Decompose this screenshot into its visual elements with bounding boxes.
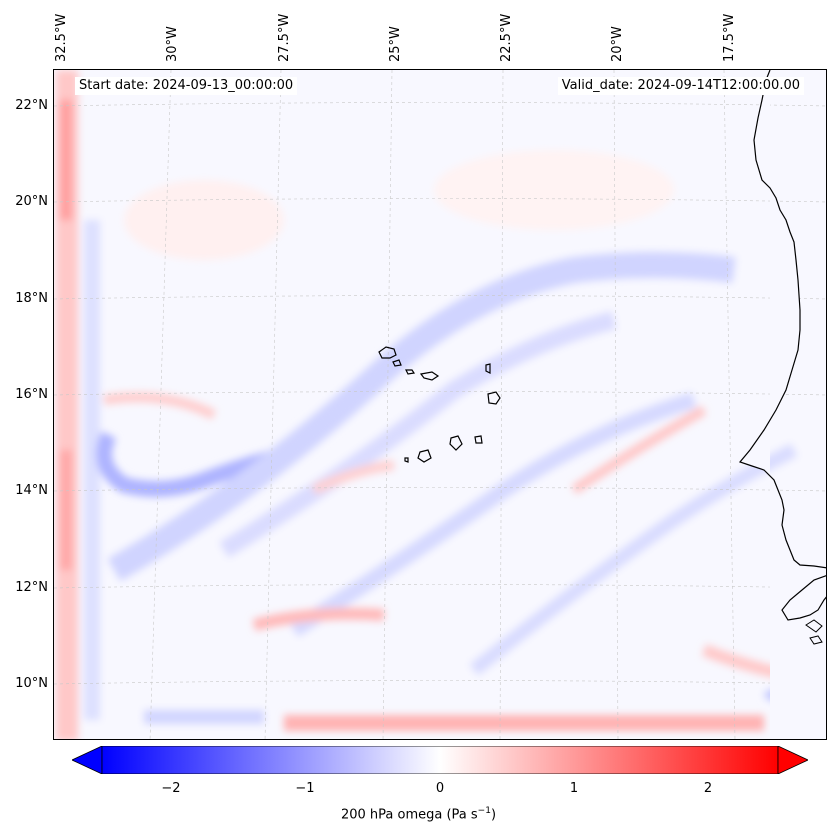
valid-date-label: Valid_date: 2024-09-14T12:00:00.00 [557, 77, 804, 95]
lon-label-25w: 25°W [388, 26, 403, 62]
colorbar-label-exponent: −1 [477, 806, 491, 816]
colorbar-tick-neg1: −1 [295, 781, 315, 796]
colorbar-label: 200 hPa omega (Pa s−1) [0, 806, 837, 822]
lat-label-16n: 16°N [15, 387, 48, 402]
colorbar-tick-1: 1 [569, 781, 579, 796]
lon-label-22-5w: 22.5°W [499, 13, 514, 62]
omega-field-map [54, 70, 826, 739]
colorbar-left-extend [72, 746, 103, 774]
africa-coastline-south [781, 575, 826, 621]
colorbar-tick-0: 0 [435, 781, 445, 796]
lat-label-10n: 10°N [15, 676, 48, 691]
lon-label-17-5w: 17.5°W [722, 13, 737, 62]
lat-label-14n: 14°N [15, 483, 48, 498]
colorbar-label-text: 200 hPa omega (Pa s [340, 807, 478, 823]
colorbar-tick-2: 2 [703, 781, 713, 796]
colorbar-tick-neg2: −2 [161, 781, 181, 796]
lat-label-20n: 20°N [15, 194, 48, 209]
africa-coastline [740, 70, 826, 739]
start-date-label: Start date: 2024-09-13_00:00:00 [75, 77, 298, 95]
lat-label-18n: 18°N [15, 291, 48, 306]
lon-label-20w: 20°W [610, 26, 625, 62]
map-panel[interactable] [53, 69, 827, 740]
lat-label-22n: 22°N [15, 98, 48, 113]
lat-label-12n: 12°N [15, 580, 48, 595]
colorbar [72, 746, 808, 774]
graticule [54, 70, 826, 739]
lon-label-30w: 30°W [165, 26, 180, 62]
colorbar-label-suffix: ) [490, 807, 497, 823]
bissau-islands [805, 619, 823, 645]
colorbar-right-extend [777, 746, 808, 774]
cape-verde-islands [378, 346, 501, 463]
lon-label-32-5w: 32.5°W [54, 13, 69, 62]
africa-coastline-outline [738, 70, 826, 569]
colorbar-gradient [101, 746, 779, 774]
lon-label-27-5w: 27.5°W [277, 13, 292, 62]
